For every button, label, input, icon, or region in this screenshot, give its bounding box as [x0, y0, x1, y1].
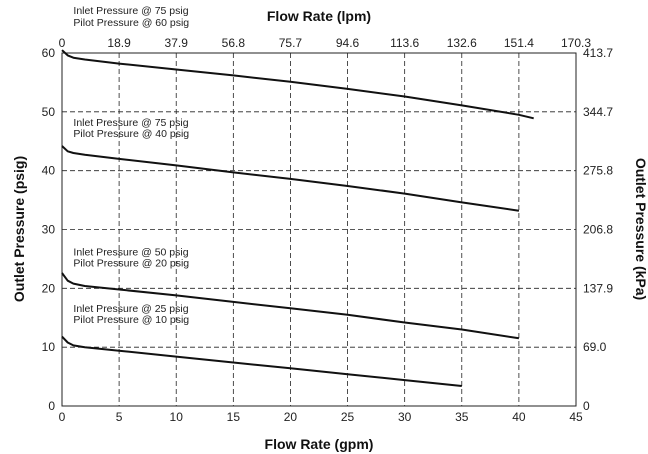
series-annotation-4: Inlet Pressure @ 25 psig: [73, 303, 188, 315]
y-axis-title: Outlet Pressure (psig): [11, 156, 27, 302]
tick-labels: 00518.91037.91556.82075.72594.630113.635…: [42, 36, 614, 424]
x2-tick-label: 132.6: [447, 36, 477, 50]
y2-tick-label: 69.0: [583, 340, 607, 354]
x2-tick-label: 113.6: [390, 36, 419, 50]
y-tick-label: 50: [42, 105, 56, 119]
x-tick-label: 25: [341, 410, 355, 424]
series-line-4: [61, 335, 462, 387]
series-annotation-2: Inlet Pressure @ 75 psig: [73, 117, 188, 129]
series-annotation-1: Pilot Pressure @ 60 psig: [73, 17, 189, 29]
grid-lines: [62, 53, 576, 406]
x2-axis-title: Flow Rate (lpm): [267, 8, 371, 24]
y2-axis-title: Outlet Pressure (kPa): [633, 158, 648, 300]
series-annotation-4: Pilot Pressure @ 10 psig: [73, 314, 189, 326]
x-tick-label: 15: [227, 410, 241, 424]
x-tick-label: 30: [398, 410, 412, 424]
series-annotation-2: Pilot Pressure @ 40 psig: [73, 128, 189, 140]
series-annotation-3: Inlet Pressure @ 50 psig: [73, 246, 188, 258]
series-line-2: [61, 145, 520, 212]
y2-tick-label: 0: [583, 399, 590, 413]
x2-tick-label: 37.9: [165, 36, 189, 50]
x-axis-title: Flow Rate (gpm): [265, 436, 374, 452]
y-tick-label: 30: [42, 223, 56, 237]
x-tick-label: 10: [170, 410, 184, 424]
y-tick-label: 60: [42, 46, 56, 60]
x2-tick-label: 56.8: [222, 36, 246, 50]
y2-tick-label: 413.7: [583, 46, 613, 60]
y2-tick-label: 275.8: [583, 164, 613, 178]
plot-frame: [61, 52, 577, 407]
x2-tick-label: 94.6: [336, 36, 360, 50]
y-tick-label: 40: [42, 164, 56, 178]
x-tick-label: 35: [455, 410, 469, 424]
y-tick-label: 20: [42, 281, 56, 295]
series-annotation-3: Pilot Pressure @ 20 psig: [73, 258, 189, 270]
series-line-1: [61, 49, 534, 120]
y-tick-label: 10: [42, 340, 56, 354]
y2-tick-label: 206.8: [583, 223, 613, 237]
x-tick-label: 40: [512, 410, 526, 424]
y-tick-label: 0: [48, 399, 55, 413]
x-tick-label: 45: [569, 410, 583, 424]
series-line-3: [61, 272, 520, 340]
x2-tick-label: 170.3: [561, 36, 591, 50]
x2-tick-label: 75.7: [279, 36, 303, 50]
x2-tick-label: 151.4: [504, 36, 534, 50]
x-tick-label: 20: [284, 410, 298, 424]
y2-tick-label: 137.9: [583, 281, 613, 295]
x-tick-label: 0: [59, 410, 66, 424]
series-lines: [61, 49, 534, 387]
series-annotation-1: Inlet Pressure @ 75 psig: [73, 5, 188, 17]
x2-tick-label: 18.9: [107, 36, 131, 50]
x2-tick-label: 0: [59, 36, 66, 50]
x-tick-label: 5: [116, 410, 123, 424]
y2-tick-label: 344.7: [583, 105, 613, 119]
